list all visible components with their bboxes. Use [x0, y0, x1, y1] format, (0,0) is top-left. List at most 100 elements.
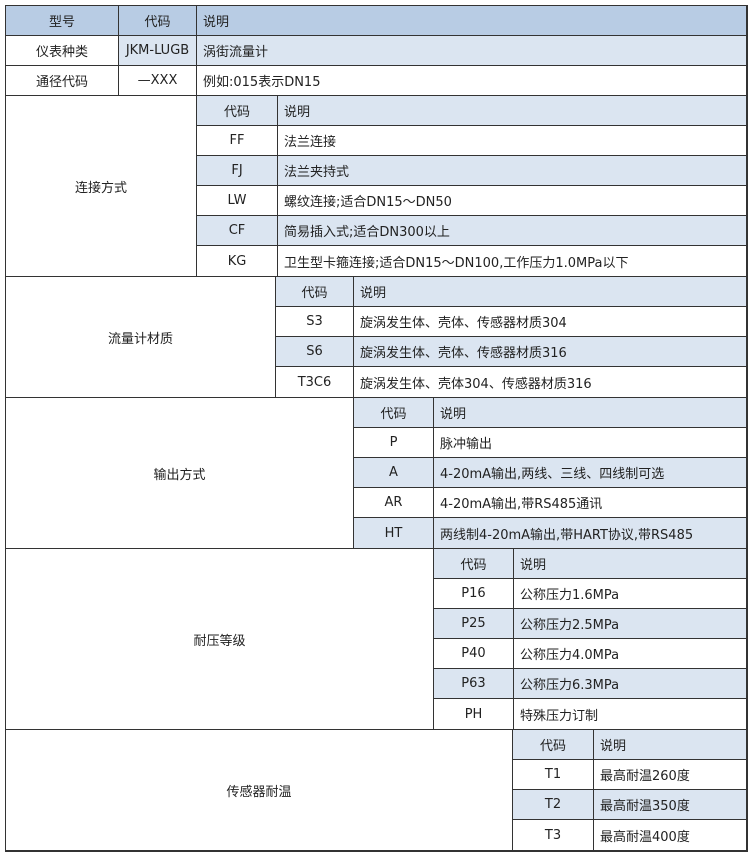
- desc-cell: 法兰夹持式: [278, 156, 746, 185]
- option-sections: 连接方式 代码 说明 FF 法兰连接 FJ 法兰夹持式 LW 螺纹连接;适合DN15～DN50 C…: [6, 96, 746, 850]
- desc-cell: 卫生型卡箍连接;适合DN15～DN100,工作压力1.0MPa以下: [284, 255, 629, 271]
- section-1: 连接方式 代码 说明 FF 法兰连接 FJ 法兰夹持式 LW 螺纹连接;适合DN15～DN50 C…: [6, 96, 746, 277]
- desc-cell: 说明: [514, 549, 746, 578]
- subheader-row: 代码 说明: [513, 730, 746, 760]
- table-row: P 脉冲输出: [354, 428, 746, 458]
- section-subtable: 代码 说明 FF 法兰连接 FJ 法兰夹持式 LW 螺纹连接;适合DN15～DN50 CF 简易插…: [197, 96, 746, 276]
- table-row: P25 公称压力2.5MPa: [434, 609, 746, 639]
- desc-cell: 最高耐温260度: [600, 769, 690, 784]
- desc-cell: 说明: [434, 398, 746, 427]
- code-cell: LW: [197, 186, 278, 215]
- section-label: 输出方式: [6, 398, 354, 548]
- code-cell: HT: [354, 518, 434, 548]
- code-cell: T2: [513, 790, 594, 819]
- desc-cell: 公称压力6.3MPa: [514, 669, 746, 698]
- table-row: FJ 法兰夹持式: [197, 156, 746, 186]
- header-model: 型号: [6, 6, 119, 35]
- desc-cell: 说明: [594, 730, 746, 759]
- table-row: T2 最高耐温350度: [513, 790, 746, 820]
- table-row: FF 法兰连接: [197, 126, 746, 156]
- subheader-row: 代码 说明: [197, 96, 746, 126]
- code-cell: S6: [276, 337, 354, 366]
- code-cell: 代码: [197, 96, 278, 125]
- section-label: 连接方式: [6, 96, 197, 276]
- table-row: HT 两线制4-20mA输出,带HART协议,带RS485: [354, 518, 746, 548]
- desc-cell: 脉冲输出: [440, 437, 493, 452]
- header-code: 代码: [119, 6, 197, 35]
- code-cell: 代码: [354, 398, 434, 427]
- code-cell: T3: [513, 820, 594, 850]
- code-cell: KG: [197, 246, 278, 276]
- row-code: JKM-LUGB: [119, 36, 197, 65]
- table-row: A 4-20mA输出,两线、三线、四线制可选: [354, 458, 746, 488]
- table-row: S6 旋涡发生体、壳体、传感器材质316: [276, 337, 746, 367]
- row-label: 仪表种类: [6, 36, 119, 65]
- section-label: 传感器耐温: [6, 730, 513, 850]
- desc-cell: 旋涡发生体、壳体、传感器材质304: [360, 316, 567, 331]
- table-row: P16 公称压力1.6MPa: [434, 579, 746, 609]
- desc-cell: 说明: [278, 96, 746, 125]
- section-label: 流量计材质: [6, 277, 276, 397]
- code-cell: FJ: [197, 156, 278, 185]
- table-row: T1 最高耐温260度: [513, 760, 746, 790]
- row-code: —XXX: [119, 66, 197, 95]
- code-cell: A: [354, 458, 434, 487]
- desc-cell: 公称压力2.5MPa: [514, 609, 746, 638]
- code-cell: P40: [434, 639, 514, 668]
- desc-cell: 简易插入式;适合DN300以上: [278, 216, 746, 245]
- code-cell: 代码: [276, 277, 354, 306]
- section-subtable: 代码 说明 T1 最高耐温260度 T2 最高耐温350度 T3 最高耐温400度: [513, 730, 746, 850]
- header-desc: 说明: [197, 6, 746, 35]
- code-cell: S3: [276, 307, 354, 336]
- table-row: S3 旋涡发生体、壳体、传感器材质304: [276, 307, 746, 337]
- row-desc: 涡街流量计: [197, 36, 746, 65]
- desc-cell: 公称压力4.0MPa: [520, 648, 620, 663]
- row-label: 通径代码: [6, 66, 119, 95]
- section-3: 输出方式 代码 说明 P 脉冲输出 A 4-20mA输出,两线、三线、四线制可选 AR 4-20…: [6, 398, 746, 549]
- code-cell: P: [354, 428, 434, 457]
- code-cell: AR: [354, 488, 434, 517]
- table-row: PH 特殊压力订制: [434, 699, 746, 729]
- table-row: CF 简易插入式;适合DN300以上: [197, 216, 746, 246]
- code-cell: P63: [434, 669, 514, 698]
- table-row: P40 公称压力4.0MPa: [434, 639, 746, 669]
- code-cell: T3C6: [276, 367, 354, 397]
- code-cell: T1: [513, 760, 594, 789]
- desc-cell: 旋涡发生体、壳体304、传感器材质316: [360, 376, 592, 392]
- code-cell: CF: [197, 216, 278, 245]
- section-4: 耐压等级 代码 说明 P16 公称压力1.6MPa P25 公称压力2.5MPa P40 公称压…: [6, 549, 746, 730]
- code-cell: P16: [434, 579, 514, 608]
- desc-cell: 螺纹连接;适合DN15～DN50: [284, 195, 452, 210]
- table-row: T3 最高耐温400度: [513, 820, 746, 850]
- table-row: P63 公称压力6.3MPa: [434, 669, 746, 699]
- section-subtable: 代码 说明 P 脉冲输出 A 4-20mA输出,两线、三线、四线制可选 AR 4-20mA输出…: [354, 398, 746, 548]
- table-row: AR 4-20mA输出,带RS485通讯: [354, 488, 746, 518]
- section-subtable: 代码 说明 S3 旋涡发生体、壳体、传感器材质304 S6 旋涡发生体、壳体、传感器材质3…: [276, 277, 746, 397]
- code-cell: 代码: [434, 549, 514, 578]
- subheader-row: 代码 说明: [434, 549, 746, 579]
- desc-cell: 旋涡发生体、壳体、传感器材质316: [354, 337, 746, 366]
- code-cell: PH: [434, 699, 514, 729]
- desc-cell: 两线制4-20mA输出,带HART协议,带RS485: [434, 518, 746, 548]
- desc-cell: 最高耐温400度: [600, 829, 690, 845]
- header-row: 型号 代码 说明: [6, 6, 746, 36]
- desc-cell: 说明: [354, 277, 746, 306]
- desc-cell: 4-20mA输出,两线、三线、四线制可选: [434, 458, 746, 487]
- table-row-instrument-type: 仪表种类 JKM-LUGB 涡街流量计: [6, 36, 746, 66]
- row-desc: 例如:015表示DN15: [203, 75, 321, 90]
- section-subtable: 代码 说明 P16 公称压力1.6MPa P25 公称压力2.5MPa P40 公称压力4.0…: [434, 549, 746, 729]
- code-cell: FF: [197, 126, 278, 155]
- section-5: 传感器耐温 代码 说明 T1 最高耐温260度 T2 最高耐温350度 T3 最高耐温400度: [6, 730, 746, 850]
- desc-cell: 4-20mA输出,带RS485通讯: [440, 497, 603, 512]
- code-cell: 代码: [513, 730, 594, 759]
- model-selection-table: 型号 代码 说明 仪表种类 JKM-LUGB 涡街流量计 通径代码 —XXX 例…: [5, 5, 748, 852]
- table-row: KG 卫生型卡箍连接;适合DN15～DN100,工作压力1.0MPa以下: [197, 246, 746, 276]
- table-row: LW 螺纹连接;适合DN15～DN50: [197, 186, 746, 216]
- desc-cell: 法兰连接: [284, 135, 337, 150]
- subheader-row: 代码 说明: [354, 398, 746, 428]
- code-cell: P25: [434, 609, 514, 638]
- section-label: 耐压等级: [6, 549, 434, 729]
- table-row: T3C6 旋涡发生体、壳体304、传感器材质316: [276, 367, 746, 397]
- desc-cell: 最高耐温350度: [594, 790, 746, 819]
- desc-cell: 特殊压力订制: [520, 708, 599, 724]
